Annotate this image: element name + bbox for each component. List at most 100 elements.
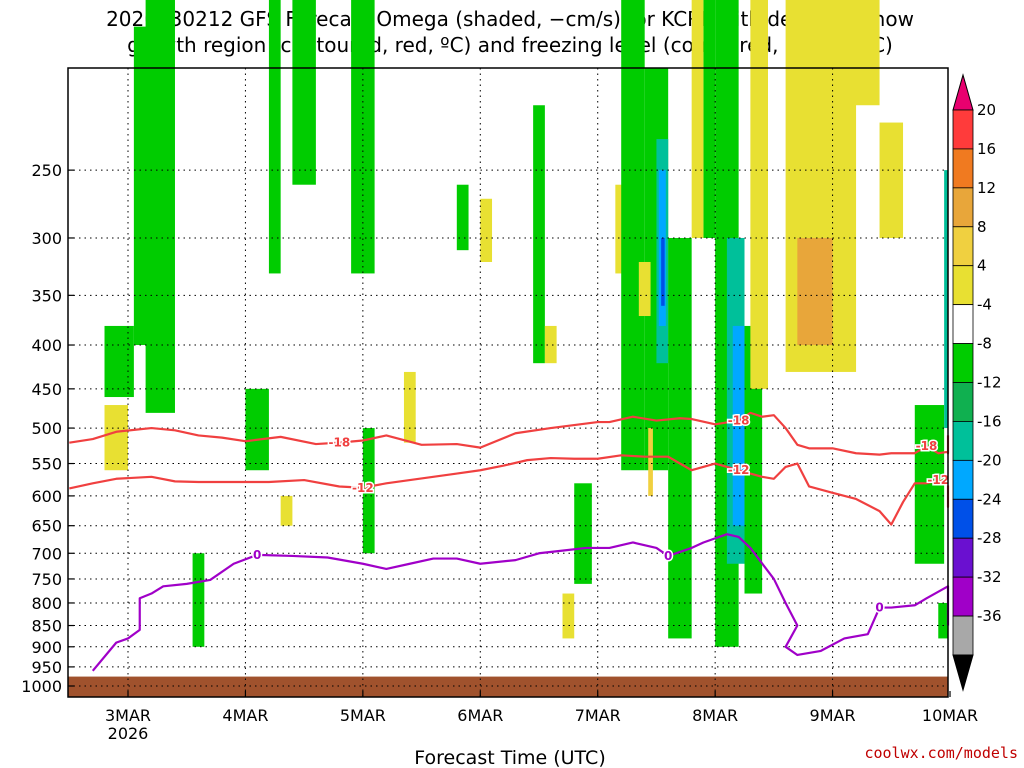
omega-shaded-area	[362, 428, 375, 554]
colorbar-label: 16	[977, 140, 996, 158]
y-tick-label: 650	[31, 517, 62, 536]
omega-shaded-area	[621, 0, 645, 471]
omega-shaded-area	[145, 0, 175, 413]
colorbar-segment	[952, 498, 974, 539]
omega-shaded-area	[750, 0, 768, 389]
x-tick-label: 3MAR	[105, 706, 151, 725]
contour-label: -18	[329, 436, 351, 450]
y-tick-label: 800	[31, 594, 62, 613]
y-tick-label: 900	[31, 638, 62, 657]
colorbar-segment	[952, 343, 974, 383]
contour-label: 0	[253, 548, 261, 562]
colorbar-segment	[952, 109, 974, 150]
omega-shaded-area	[456, 184, 469, 251]
x-tick-label: 9MAR	[810, 706, 856, 725]
omega-shading	[104, 0, 948, 647]
omega-shaded-area	[562, 593, 575, 639]
contour-label: -18	[728, 414, 750, 428]
y-tick-label: 950	[31, 658, 62, 677]
omega-shaded-area	[403, 371, 416, 443]
colorbar-label: -16	[977, 412, 1002, 430]
colorbar-label: -12	[977, 374, 1002, 392]
omega-shaded-area	[192, 553, 205, 647]
contour-label: -12	[927, 473, 949, 487]
y-tick-label: 550	[31, 455, 62, 474]
x-tick-label: 7MAR	[575, 706, 621, 725]
y-tick-label: 600	[31, 487, 62, 506]
x-tick-label: 4MAR	[222, 706, 268, 725]
omega-shaded-area	[104, 405, 128, 471]
colorbar-label: 20	[977, 101, 996, 119]
colorbar-label: -24	[977, 490, 1002, 508]
omega-shaded-area	[691, 0, 704, 238]
colorbar-label: -4	[977, 296, 992, 314]
omega-shaded-area	[544, 325, 557, 364]
colorbar-segment	[952, 226, 974, 267]
colorbar-label: 4	[977, 257, 987, 275]
colorbar-label: -32	[977, 568, 1002, 586]
omega-shaded-area	[944, 170, 948, 429]
omega-shaded-area	[638, 261, 651, 317]
credit-text: coolwx.com/models	[864, 744, 1018, 762]
y-tick-label: 250	[31, 161, 62, 180]
y-tick-label: 700	[31, 544, 62, 563]
colorbar-max-arrow	[952, 73, 974, 111]
omega-shaded-area	[292, 0, 316, 185]
x-axis-label: Forecast Time (UTC)	[414, 747, 605, 768]
y-axis: 250 300 350 400 450 500 550 600 650 700 750 800 850 9…	[21, 161, 74, 696]
omega-shaded-area	[938, 602, 948, 639]
omega-shaded-area	[574, 483, 592, 584]
colorbar-label: -20	[977, 451, 1002, 469]
omega-shaded-area	[104, 325, 134, 398]
y-tick-label: 750	[31, 570, 62, 589]
colorbar-segment	[952, 459, 974, 500]
omega-shaded-area	[648, 428, 653, 496]
colorbar-segment	[952, 265, 974, 306]
contour-line	[69, 411, 950, 456]
contour-label: -18	[916, 439, 938, 453]
colorbar-segment	[952, 148, 974, 189]
colorbar-label: -36	[977, 607, 1002, 625]
colorbar-segment	[952, 382, 974, 422]
omega-shaded-area	[615, 184, 628, 274]
omega-shaded-area	[351, 0, 375, 274]
omega-shaded-area	[914, 405, 945, 564]
contour-line	[91, 533, 950, 672]
plot-frame	[67, 67, 949, 698]
y-tick-label: 400	[31, 336, 62, 355]
y-tick-label: 850	[31, 617, 62, 636]
contour-label: 0	[664, 549, 672, 563]
y-tick-label: 300	[31, 229, 62, 248]
omega-shaded-area	[879, 122, 904, 238]
y-tick-label: 450	[31, 380, 62, 399]
chart-title-line2: growth region (contoured, red, ºC) and f…	[127, 33, 893, 57]
contour-line	[69, 454, 950, 526]
colorbar-segment	[952, 187, 974, 228]
omega-shaded-area	[744, 325, 763, 594]
contour-label: 0	[875, 601, 883, 615]
omega-shaded-area	[533, 105, 545, 364]
x-tick-label: 10MAR	[922, 706, 978, 725]
gridlines	[68, 68, 948, 697]
x-tick-label: 5MAR	[340, 706, 386, 725]
omega-shaded-area	[245, 388, 269, 471]
x-tick-sublabel: 2026	[108, 724, 149, 743]
omega-shaded-area	[832, 0, 880, 106]
omega-shaded-area	[280, 495, 293, 526]
colorbar-label: 8	[977, 218, 987, 236]
omega-shaded-area	[797, 237, 833, 346]
colorbar-segment	[952, 537, 974, 578]
y-tick-label: 1000	[21, 677, 62, 696]
contour-label: -12	[352, 481, 374, 495]
colorbar-label: -8	[977, 335, 992, 353]
x-tick-label: 8MAR	[692, 706, 738, 725]
omega-shaded-area	[268, 0, 281, 274]
colorbar-label: -28	[977, 529, 1002, 547]
y-tick-label: 500	[31, 419, 62, 438]
omega-shaded-area	[668, 237, 692, 639]
chart-title-line1: 2026030212 GFS Forecast Omega (shaded, −…	[106, 7, 914, 31]
colorbar-segment	[952, 576, 974, 617]
colorbar-segment	[952, 304, 974, 344]
omega-shaded-area	[480, 198, 493, 262]
